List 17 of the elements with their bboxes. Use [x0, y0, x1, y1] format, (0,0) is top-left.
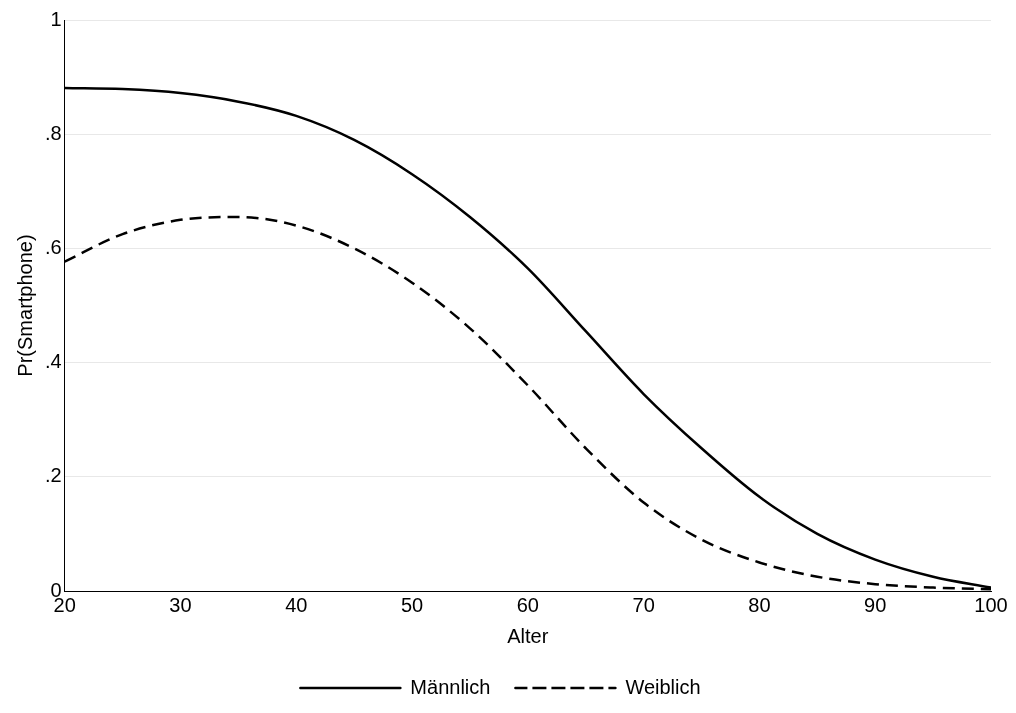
y-tick-label: 1 [50, 7, 62, 30]
y-tick-label: .6 [44, 235, 62, 258]
x-tick-label: 80 [748, 593, 771, 616]
x-tick-label: 40 [285, 593, 308, 616]
y-tick-label: .8 [44, 121, 62, 144]
x-tick-label: 30 [169, 593, 192, 616]
y-tick-label: .4 [44, 350, 62, 373]
legend-label: Männlich [410, 675, 491, 698]
x-axis-title: Alter [507, 624, 549, 647]
x-tick-label: 60 [516, 593, 539, 616]
x-tick-label: 100 [974, 593, 1008, 616]
y-tick-label: .2 [44, 464, 62, 487]
legend-label: Weiblich [625, 675, 701, 698]
x-tick-label: 90 [864, 593, 887, 616]
x-tick-label: 50 [400, 593, 424, 616]
x-tick-label: 70 [632, 593, 655, 616]
y-axis-title: Pr(Smartphone) [13, 234, 36, 377]
